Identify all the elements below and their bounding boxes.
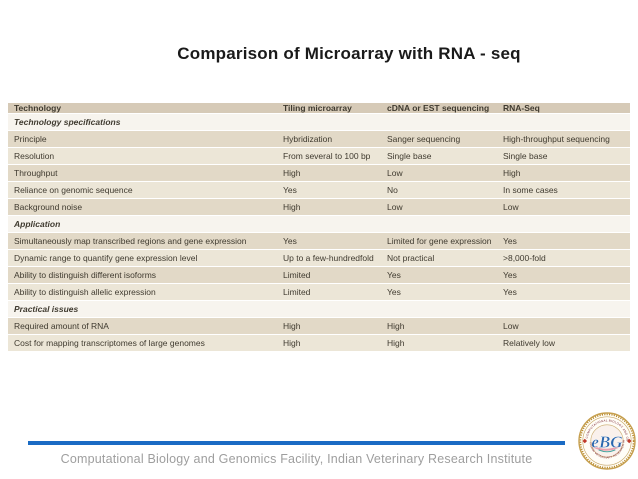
column-header-cdna-est: cDNA or EST sequencing <box>381 103 497 114</box>
section-label: Practical issues <box>8 300 630 318</box>
table-row-distinguish-allelic: Ability to distinguish allelic expressio… <box>8 283 630 301</box>
logo-teal-swoosh <box>598 449 616 453</box>
column-header-rna-seq: RNA-Seq <box>497 103 630 114</box>
table-cell: Hybridization <box>277 130 381 148</box>
table-cell: Low <box>497 317 630 335</box>
table-row-dynamic-range: Dynamic range to quantify gene expressio… <box>8 249 630 267</box>
section-label: Technology specifications <box>8 113 630 131</box>
table-cell: Yes <box>497 266 630 284</box>
column-header-technology: Technology <box>8 103 277 114</box>
table-cell: High <box>277 164 381 182</box>
cbg-logo-icon: COMPUTATIONAL BIOLOGY AND GENOMICS INDIA… <box>577 409 636 470</box>
table-row-distinguish-isoforms: Ability to distinguish different isoform… <box>8 266 630 284</box>
table-cell: Yes <box>497 232 630 250</box>
table-cell: Ability to distinguish allelic expressio… <box>8 283 277 301</box>
table-row-principle: Principle Hybridization Sanger sequencin… <box>8 130 630 148</box>
table-cell: High <box>381 317 497 335</box>
table-cell: Limited for gene expression <box>381 232 497 250</box>
table-row-background-noise: Background noise High Low Low <box>8 198 630 216</box>
table-cell: High <box>381 334 497 352</box>
table-cell: Cost for mapping transcriptomes of large… <box>8 334 277 352</box>
table-cell: Yes <box>381 266 497 284</box>
table-cell: Yes <box>277 232 381 250</box>
table-cell: Low <box>497 198 630 216</box>
table-cell: Resolution <box>8 147 277 165</box>
section-row-technology-specifications: Technology specifications <box>8 113 630 131</box>
table-cell: High <box>277 198 381 216</box>
section-label: Application <box>8 215 630 233</box>
table-cell: Sanger sequencing <box>381 130 497 148</box>
column-header-tiling-microarray: Tiling microarray <box>277 103 381 114</box>
table-cell: Limited <box>277 266 381 284</box>
section-row-application: Application <box>8 215 630 233</box>
table-header-row: Technology Tiling microarray cDNA or EST… <box>8 103 630 114</box>
logo-center-text: eBG <box>591 433 623 452</box>
table-cell: Relatively low <box>497 334 630 352</box>
table-cell: In some cases <box>497 181 630 199</box>
table-row-simultaneously-map: Simultaneously map transcribed regions a… <box>8 232 630 250</box>
table-cell: Principle <box>8 130 277 148</box>
table-cell: Reliance on genomic sequence <box>8 181 277 199</box>
table-cell: Single base <box>497 147 630 165</box>
table-cell: From several to 100 bp <box>277 147 381 165</box>
table-row-throughput: Throughput High Low High <box>8 164 630 182</box>
table-cell: High <box>277 317 381 335</box>
table-cell: Single base <box>381 147 497 165</box>
footer-divider <box>28 441 565 445</box>
table-cell: Low <box>381 164 497 182</box>
footer-text: Computational Biology and Genomics Facil… <box>60 452 533 466</box>
comparison-table: Technology Tiling microarray cDNA or EST… <box>8 103 630 352</box>
table-cell: Yes <box>277 181 381 199</box>
table-row-required-rna: Required amount of RNA High High Low <box>8 317 630 335</box>
table-cell: Background noise <box>8 198 277 216</box>
logo-seal: COMPUTATIONAL BIOLOGY AND GENOMICS INDIA… <box>577 409 636 470</box>
table-cell: Limited <box>277 283 381 301</box>
section-row-practical-issues: Practical issues <box>8 300 630 318</box>
table-cell: >8,000-fold <box>497 249 630 267</box>
table-cell: Not practical <box>381 249 497 267</box>
table-cell: Up to a few-hundredfold <box>277 249 381 267</box>
table-cell: Required amount of RNA <box>8 317 277 335</box>
table-cell: Low <box>381 198 497 216</box>
slide-title: Comparison of Microarray with RNA - seq <box>177 44 521 63</box>
table-cell: High <box>277 334 381 352</box>
table-cell: High <box>497 164 630 182</box>
table-cell: Simultaneously map transcribed regions a… <box>8 232 277 250</box>
table-cell: Throughput <box>8 164 277 182</box>
table-cell: Dynamic range to quantify gene expressio… <box>8 249 277 267</box>
table-cell: High-throughput sequencing <box>497 130 630 148</box>
table-cell: Yes <box>497 283 630 301</box>
table-row-resolution: Resolution From several to 100 bp Single… <box>8 147 630 165</box>
table-cell: Ability to distinguish different isoform… <box>8 266 277 284</box>
table-cell: Yes <box>381 283 497 301</box>
logo-pink-swoosh <box>593 445 621 451</box>
table-cell: No <box>381 181 497 199</box>
table-row-cost-mapping: Cost for mapping transcriptomes of large… <box>8 334 630 352</box>
table-row-reliance-genomic-sequence: Reliance on genomic sequence Yes No In s… <box>8 181 630 199</box>
logo-beaded-ring <box>579 413 635 469</box>
